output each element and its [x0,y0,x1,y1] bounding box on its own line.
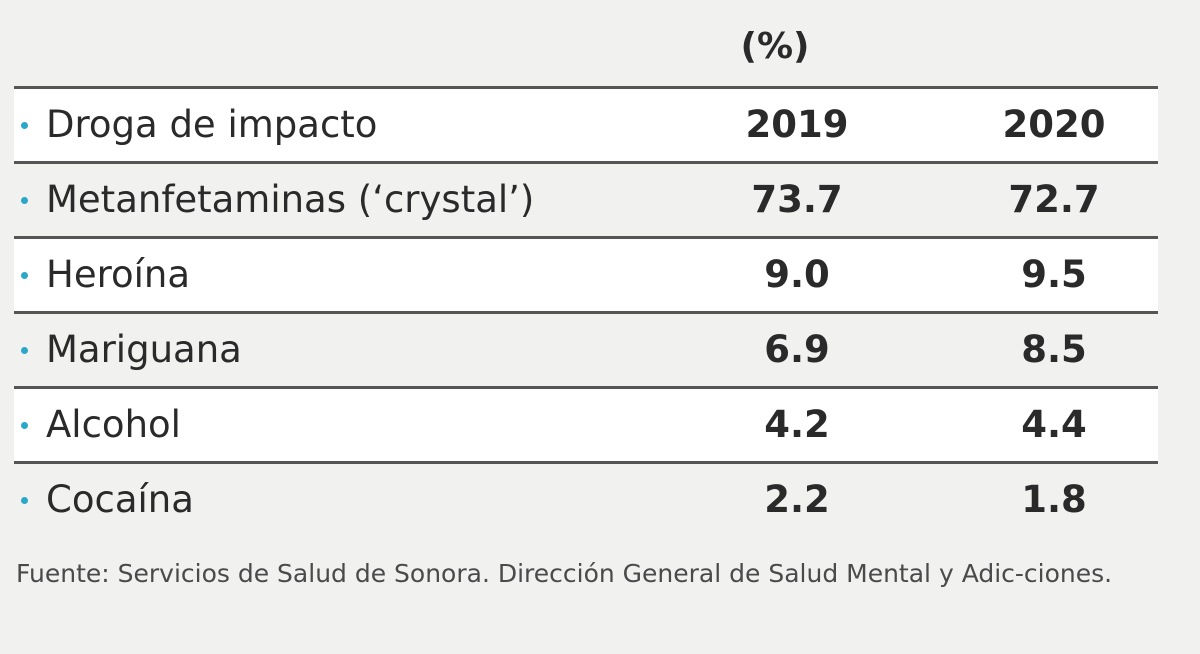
table-row: Metanfetaminas (‘crystal’) 73.7 72.7 [14,161,1158,236]
row-label: Metanfetaminas (‘crystal’) [46,178,535,221]
bullet-icon [21,347,28,354]
value-2020: 9.5 [1021,253,1087,296]
bullet-icon [21,422,28,429]
value-2019: 9.0 [764,253,830,296]
bullet-icon [21,272,28,279]
unit-label: (%) [740,26,810,67]
table-row: Cocaína 2.2 1.8 [14,461,1158,536]
table-row: Heroína 9.0 9.5 [14,236,1158,311]
value-2019: 73.7 [751,178,843,221]
bullet-icon [21,497,28,504]
bullet-icon [21,197,28,204]
table-row: Alcohol 4.2 4.4 [14,386,1158,461]
drug-table: Droga de impacto 2019 2020 Metanfetamina… [14,86,1158,536]
header-2020: 2020 [1002,103,1106,146]
value-2019: 6.9 [764,328,830,371]
value-2020: 72.7 [1008,178,1100,221]
value-2020: 1.8 [1021,478,1087,521]
value-2020: 8.5 [1021,328,1087,371]
row-label: Mariguana [46,328,242,371]
source-note: Fuente: Servicios de Salud de Sonora. Di… [16,559,1113,588]
value-2020: 4.4 [1021,403,1087,446]
row-label: Heroína [46,253,191,296]
bullet-icon [21,122,28,129]
table-row: Mariguana 6.9 8.5 [14,311,1158,386]
value-2019: 2.2 [764,478,830,521]
header-label: Droga de impacto [46,103,378,146]
table-header-row: Droga de impacto 2019 2020 [14,86,1158,161]
row-label: Alcohol [46,403,181,446]
header-2019: 2019 [745,103,849,146]
value-2019: 4.2 [764,403,830,446]
row-label: Cocaína [46,478,194,521]
